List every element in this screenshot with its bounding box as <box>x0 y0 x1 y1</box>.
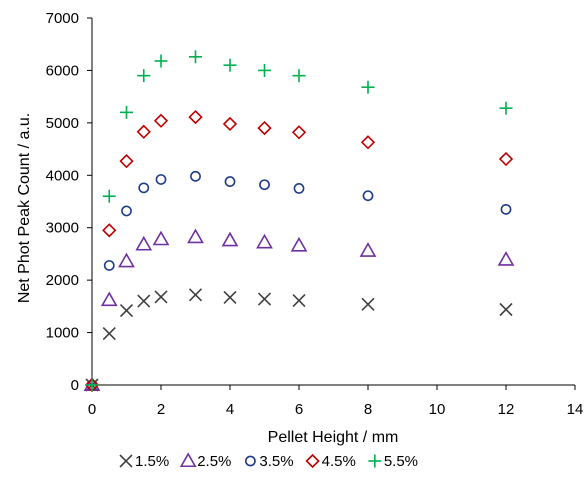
data-point <box>188 288 203 302</box>
data-point <box>223 58 237 72</box>
x-tick-label: 0 <box>88 401 96 418</box>
y-tick-label: 2000 <box>46 272 79 289</box>
x-tick-label: 14 <box>567 401 584 418</box>
legend-marker <box>368 454 382 468</box>
data-point <box>102 189 116 203</box>
data-point <box>187 228 204 244</box>
data-point <box>499 302 513 317</box>
axes <box>87 17 576 390</box>
data-point <box>153 113 169 128</box>
data-point <box>119 153 134 169</box>
legend-marker <box>305 453 320 469</box>
data-point <box>292 69 306 83</box>
data-point <box>85 378 99 392</box>
x-axis-label: Pellet Height / mm <box>268 429 399 446</box>
data-point <box>121 205 132 217</box>
y-tick-label: 1000 <box>46 325 79 342</box>
data-point <box>137 294 151 308</box>
data-point <box>359 242 377 257</box>
data-point <box>500 203 512 215</box>
data-point <box>137 69 151 83</box>
y-tick-label: 0 <box>71 377 79 394</box>
data-point <box>189 50 202 64</box>
legend-marker <box>119 454 133 468</box>
data-point <box>360 135 376 150</box>
data-point <box>100 291 118 307</box>
x-tick-label: 6 <box>295 401 303 418</box>
legend-item: 4.5% <box>305 453 356 470</box>
y-tick-label: 7000 <box>46 10 79 27</box>
data-point <box>120 105 133 119</box>
legend-label: 5.5% <box>384 453 418 470</box>
data-point <box>291 125 307 140</box>
data-point <box>155 174 167 185</box>
data-point <box>259 179 270 191</box>
data-point <box>221 231 239 247</box>
data-point <box>292 294 306 308</box>
data-point <box>257 120 272 136</box>
legend-item: 5.5% <box>368 453 418 470</box>
tick-labels: 0 1000 2000 3000 4000 5000 6000 7000 0 2 4 6 8 10 12 14 <box>46 10 584 418</box>
x-tick-label: 2 <box>157 401 165 418</box>
data-point <box>498 151 514 167</box>
x-tick-label: 4 <box>226 401 234 418</box>
x-tick-label: 12 <box>498 401 515 418</box>
legend-label: 1.5% <box>135 453 169 470</box>
legend-marker <box>179 452 197 468</box>
data-point <box>152 230 170 246</box>
data-point <box>222 116 238 132</box>
legend-marker <box>245 455 256 467</box>
legend-item: 1.5% <box>119 453 169 470</box>
data-point <box>135 235 153 251</box>
data-point <box>362 190 374 202</box>
data-point <box>223 290 237 305</box>
data-point <box>136 124 151 139</box>
y-axis-label: Net Phot Peak Count / a.u. <box>16 113 33 303</box>
data-point <box>256 233 273 249</box>
data-point <box>103 260 115 271</box>
legend-label: 4.5% <box>322 453 356 470</box>
data-point <box>361 80 375 94</box>
data-points <box>83 50 515 393</box>
x-tick-label: 10 <box>429 401 446 418</box>
data-point <box>293 182 305 194</box>
data-point <box>258 63 271 77</box>
data-point <box>154 290 168 304</box>
data-point <box>290 236 308 252</box>
legend-item: 3.5% <box>245 453 294 470</box>
legend-label: 3.5% <box>259 453 293 470</box>
legend: 1.5% 2.5% 3.5% 4.5% 5.5% <box>119 452 418 470</box>
legend-label: 2.5% <box>197 453 231 470</box>
data-point <box>224 176 236 187</box>
data-point <box>361 297 375 311</box>
data-point <box>497 251 515 266</box>
x-tick-label: 8 <box>364 401 372 418</box>
data-point <box>102 223 117 238</box>
y-tick-label: 4000 <box>46 167 79 184</box>
data-point <box>138 182 150 194</box>
data-point <box>257 292 272 306</box>
data-point <box>102 327 116 341</box>
data-point <box>188 109 203 125</box>
data-point <box>154 54 168 68</box>
y-tick-label: 3000 <box>46 220 79 237</box>
data-point <box>499 101 513 115</box>
data-point <box>118 252 135 268</box>
y-tick-label: 6000 <box>46 62 79 79</box>
data-point <box>190 170 201 182</box>
legend-item: 2.5% <box>179 452 231 470</box>
y-tick-label: 5000 <box>46 115 79 132</box>
data-point <box>119 303 134 318</box>
